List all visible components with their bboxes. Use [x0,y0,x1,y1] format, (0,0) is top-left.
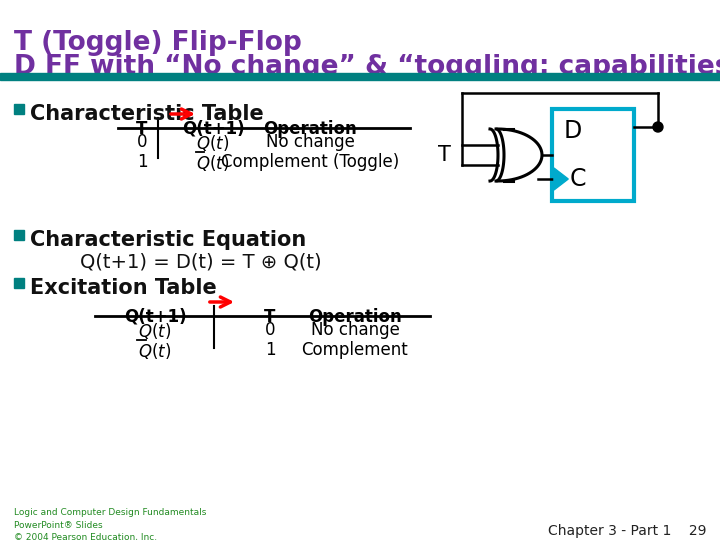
Text: Logic and Computer Design Fundamentals
PowerPoint® Slides
© 2004 Pearson Educati: Logic and Computer Design Fundamentals P… [14,508,207,540]
Text: T: T [264,308,276,326]
Text: No change: No change [266,133,354,151]
Text: Excitation Table: Excitation Table [30,278,217,298]
Text: 1: 1 [137,153,148,171]
Bar [14,278,24,288]
Text: C: C [570,167,587,191]
Text: $\mathit{Q(t)}$: $\mathit{Q(t)}$ [197,153,230,173]
Text: Q(t+1) = D(t) = T ⊕ Q(t): Q(t+1) = D(t) = T ⊕ Q(t) [55,252,322,271]
Text: 1: 1 [265,341,275,359]
Text: Q(t+1): Q(t+1) [181,120,244,138]
Text: T: T [136,120,148,138]
Bar [14,104,24,114]
Text: 0: 0 [137,133,148,151]
Bar [14,230,24,240]
Text: T (Toggle) Flip-Flop: T (Toggle) Flip-Flop [14,30,302,56]
Text: Operation: Operation [263,120,357,138]
Text: $\mathit{Q}$$\mathit{(t)}$: $\mathit{Q}$$\mathit{(t)}$ [197,133,230,153]
Circle shape [653,122,663,132]
Text: No change: No change [310,321,400,339]
Polygon shape [554,168,568,190]
Bar [0,73,720,80]
Text: T: T [438,145,451,165]
Text: Complement: Complement [302,341,408,359]
Text: 0: 0 [265,321,275,339]
Text: $\mathit{Q(t)}$: $\mathit{Q(t)}$ [138,341,171,361]
Text: Operation: Operation [308,308,402,326]
Text: Q(t+1): Q(t+1) [124,308,186,326]
Text: D: D [564,119,582,143]
Text: Complement (Toggle): Complement (Toggle) [221,153,399,171]
Text: Chapter 3 - Part 1    29: Chapter 3 - Part 1 29 [547,524,706,538]
Text: D FF with “No change” & “toggling: capabilities: D FF with “No change” & “toggling: capab… [14,54,720,80]
Text: Characteristic Table: Characteristic Table [30,104,264,124]
Text: $\mathit{Q(t)}$: $\mathit{Q(t)}$ [138,321,171,341]
Text: Characteristic Equation: Characteristic Equation [30,230,306,250]
FancyBboxPatch shape [552,109,634,201]
